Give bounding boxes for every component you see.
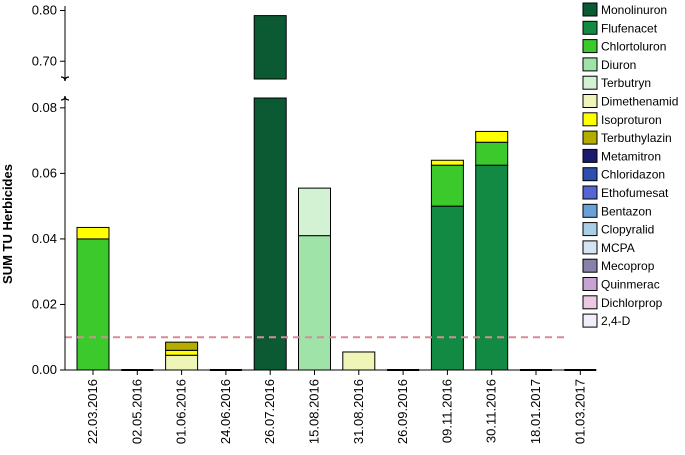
legend-label-5: Dimethenamid <box>601 95 678 109</box>
axis-break-upper <box>60 76 66 82</box>
legend-swatch-16 <box>582 295 598 310</box>
legend-label-17: 2,4-D <box>601 314 631 328</box>
legend-swatch-0 <box>582 2 598 17</box>
bar-segment-9-1 <box>475 164 509 371</box>
legend-label-11: Bentazon <box>601 204 652 218</box>
legend-swatch-1 <box>582 20 598 35</box>
legend-swatch-12 <box>582 222 598 237</box>
legend-swatch-2 <box>582 39 598 54</box>
y-tick-label: 0.02 <box>32 296 57 311</box>
bar-segment-8-6 <box>430 159 464 166</box>
x-tick-label: 24.06.2016 <box>218 379 233 444</box>
legend-label-14: Mecoprop <box>601 259 655 273</box>
bar-segment-6-5 <box>342 351 376 371</box>
legend-swatch-6 <box>582 112 598 127</box>
legend-swatch-10 <box>582 185 598 200</box>
legend-label-16: Dichlorprop <box>601 296 663 310</box>
legend-label-0: Monolinuron <box>601 3 667 17</box>
legend-label-15: Quinmerac <box>601 278 660 292</box>
y-axis-title: SUM TU Herbicides <box>0 164 15 284</box>
axis-break-lower <box>60 95 66 101</box>
legend-swatch-3 <box>582 57 598 72</box>
x-tick-label: 31.08.2016 <box>351 379 366 444</box>
x-tick-label: 09.11.2016 <box>439 379 454 443</box>
legend-label-13: MCPA <box>601 241 635 255</box>
y-tick-label: 0.06 <box>32 165 57 180</box>
legend-label-10: Ethofumesat <box>601 186 669 200</box>
legend-swatch-7 <box>582 130 598 145</box>
bar-segment-2-7 <box>165 341 199 351</box>
bar-segment-8-2 <box>430 164 464 207</box>
legend-label-8: Metamitron <box>601 149 661 163</box>
bar-segment-8-1 <box>430 205 464 371</box>
legend-label-12: Clopyralid <box>601 223 654 237</box>
bar-segment-5-3 <box>298 235 331 371</box>
y-tick-label: 0.00 <box>32 362 57 377</box>
legend-label-4: Terbutryn <box>601 76 651 90</box>
y-tick-label: 0.08 <box>32 100 57 115</box>
bar-segment-upper-4-0 <box>253 15 287 80</box>
y-tick-label: 0.04 <box>32 231 57 246</box>
legend-label-3: Diuron <box>601 58 636 72</box>
legend-swatch-14 <box>582 258 598 273</box>
legend-swatch-8 <box>582 148 598 163</box>
bar-segment-9-2 <box>475 141 509 166</box>
y-tick-label: 0.70 <box>32 53 57 68</box>
legend-swatch-15 <box>582 277 598 291</box>
x-tick-label: 15.08.2016 <box>307 379 322 444</box>
legend-swatch-4 <box>582 75 598 90</box>
legend-swatch-5 <box>582 94 598 108</box>
legend-swatch-11 <box>582 203 598 218</box>
legend-label-2: Chlortoluron <box>601 40 666 54</box>
bar-segment-4-0 <box>253 97 287 371</box>
legend-label-9: Chloridazon <box>601 168 665 182</box>
bar-segment-2-5 <box>165 354 199 371</box>
x-tick-label: 22.03.2016 <box>85 379 100 444</box>
legend-swatch-17 <box>582 313 598 328</box>
x-tick-label: 01.03.2017 <box>572 379 587 444</box>
bar-segment-0-6 <box>76 226 110 240</box>
legend-label-6: Isoproturon <box>601 113 662 127</box>
axis-break-lower-r <box>64 95 70 101</box>
x-tick-label: 30.11.2016 <box>484 379 499 443</box>
legend-swatch-9 <box>582 167 598 182</box>
bar-segment-9-6 <box>475 130 509 143</box>
bar-segment-0-2 <box>76 238 110 371</box>
legend-swatch-13 <box>582 240 598 255</box>
x-tick-label: 02.05.2016 <box>129 379 144 444</box>
x-tick-label: 26.09.2016 <box>395 379 410 444</box>
x-tick-label: 18.01.2017 <box>528 379 543 444</box>
y-tick-label: 0.80 <box>32 3 57 18</box>
x-tick-label: 01.06.2016 <box>174 379 189 444</box>
bar-segment-5-4 <box>298 187 331 237</box>
bar-segment-2-6 <box>165 349 199 356</box>
axis-break-upper-r <box>64 76 70 82</box>
legend-label-7: Terbuthylazin <box>601 131 672 145</box>
legend-label-1: Flufenacet <box>601 21 658 35</box>
x-tick-label: 26.07.2016 <box>262 379 277 444</box>
